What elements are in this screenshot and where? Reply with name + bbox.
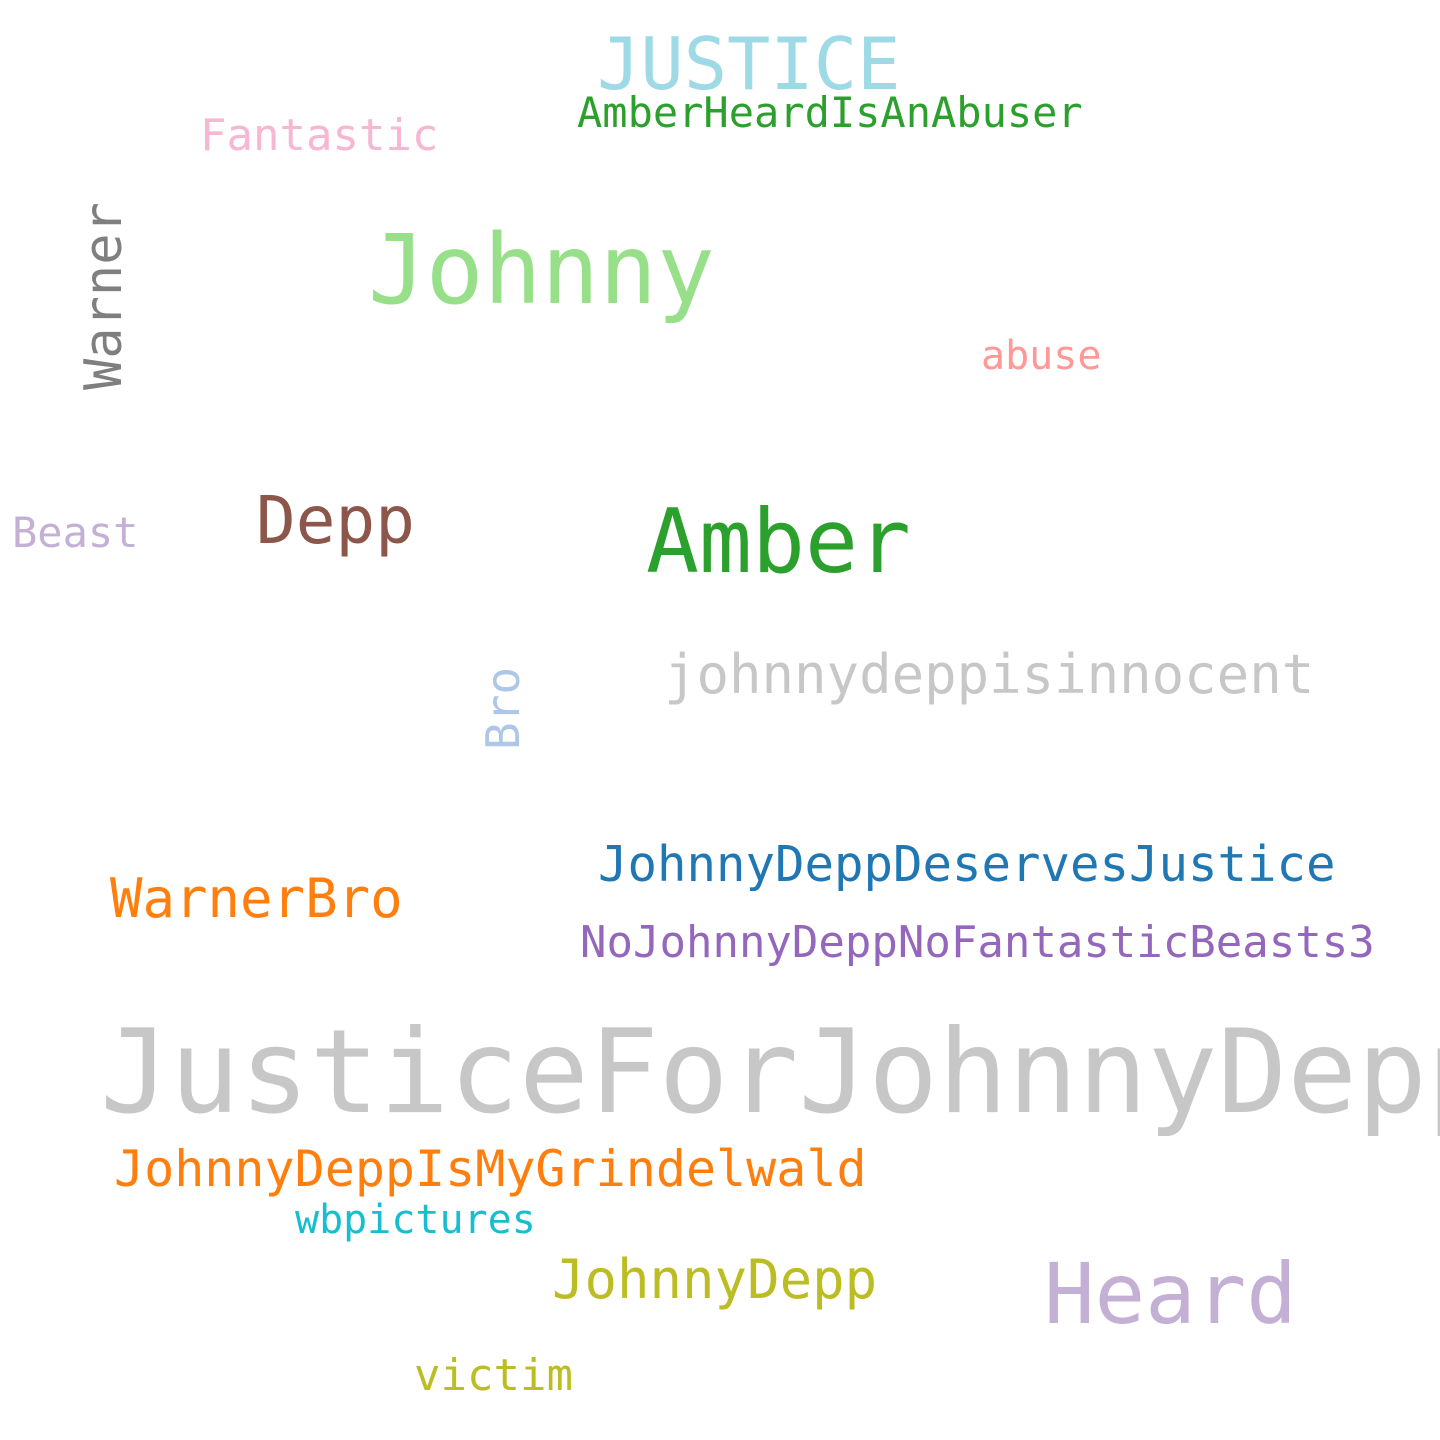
word-johnnydeppismygrindelwald: JohnnyDeppIsMyGrindelwald [114, 1140, 867, 1198]
word-johnnydeppdeservesjustice: JohnnyDeppDeservesJustice [598, 836, 1336, 893]
word-abuse: abuse [981, 333, 1102, 379]
word-wbpictures: wbpictures [295, 1197, 536, 1243]
word-amber: Amber [646, 490, 911, 593]
word-johnnydepp: JohnnyDepp [552, 1248, 878, 1311]
word-nojohnnydeppnofantasticbeasts3: NoJohnnyDeppNoFantasticBeasts3 [580, 917, 1375, 968]
word-fantastic: Fantastic [200, 110, 439, 161]
word-johnnydeppisinnocent: johnnydeppisinnocent [664, 643, 1315, 706]
word-beast: Beast [12, 508, 139, 557]
word-bro: Bro [476, 666, 530, 750]
word-johnny: Johnny [368, 214, 715, 326]
word-victim: victim [414, 1350, 573, 1401]
word-justiceforjohnnydepp: JusticeForJohnnyDepp [100, 1005, 1440, 1140]
word-depp: Depp [256, 482, 415, 559]
word-justice: JUSTICE [597, 22, 901, 106]
word-warnerbro: WarnerBro [110, 867, 403, 930]
word-heard: Heard [1044, 1245, 1297, 1343]
word-warner: Warner [74, 202, 134, 390]
word-amberheardisanabuser: AmberHeardIsAnAbuser [577, 88, 1083, 137]
